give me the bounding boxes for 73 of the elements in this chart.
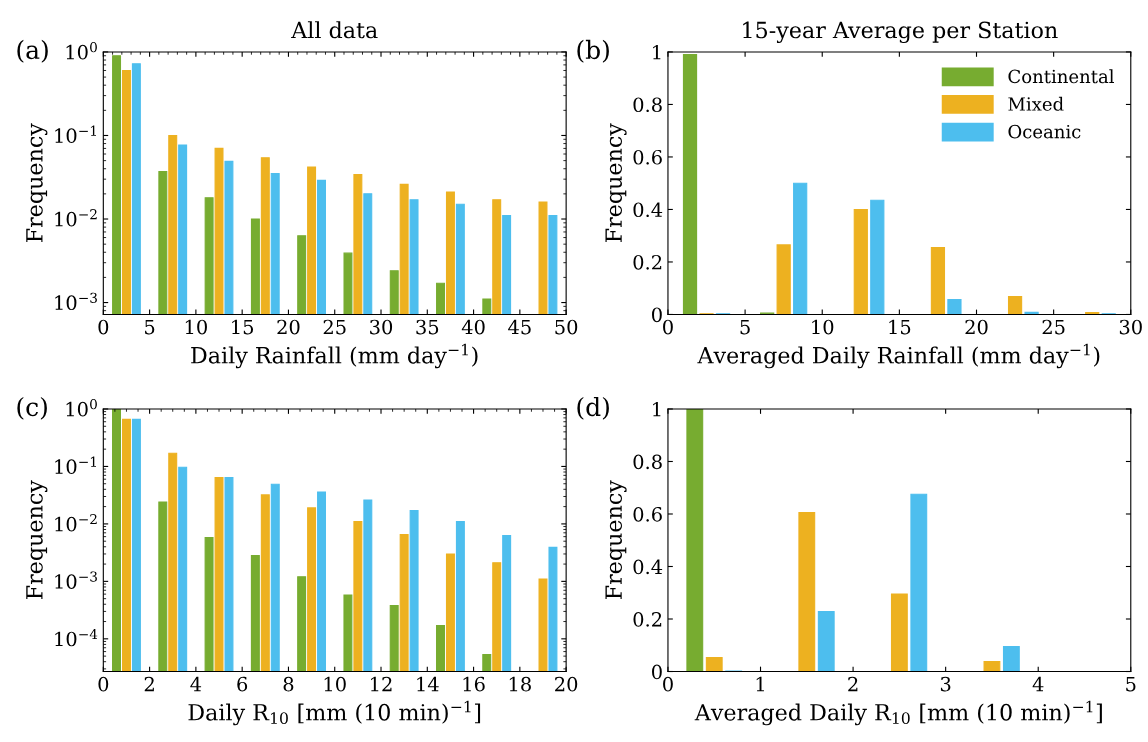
x-tick-label: 2: [848, 676, 858, 692]
x-tick-label: 50: [555, 319, 578, 335]
text: (a): [17, 39, 48, 63]
x-axis-title: Averaged Daily R$_{10}$ [mm (10 min)$^{−1}$]: [694, 700, 1102, 726]
x-tick-label: 4: [190, 676, 202, 692]
x-tick-label: 0: [663, 676, 673, 692]
y-tick-label: 0.8: [633, 454, 662, 470]
legend-label: Oceanic: [1008, 124, 1081, 139]
x-tick-label: 10: [812, 319, 834, 335]
y-axis-title: Frequency: [605, 480, 627, 600]
x-tick-label: 10: [185, 319, 207, 335]
y-tick-label: 0.4: [633, 202, 663, 218]
chart-title: All data: [291, 21, 378, 39]
x-tick-label: 35: [416, 319, 439, 335]
x-tick-label: 4: [1032, 676, 1044, 692]
text: (c): [17, 396, 47, 420]
x-tick-label: 45: [508, 319, 531, 335]
x-tick-label: 3: [940, 676, 951, 692]
y-tick-label: 0.2: [633, 254, 662, 270]
y-tick-label: 1: [653, 44, 661, 60]
x-tick-label: 18: [509, 676, 531, 692]
y-tick-label: 0.6: [633, 149, 662, 165]
x-tick-label: 8: [283, 676, 294, 692]
y-tick-label: 0.8: [633, 97, 662, 113]
legend-label: Continental: [1008, 69, 1114, 84]
y-tick-label: 10$^{−2}$: [55, 513, 97, 532]
y-tick-label: 10$^{−1}$: [55, 456, 97, 474]
x-tick-label: 15: [232, 319, 254, 335]
y-tick-label: 0.4: [633, 559, 663, 575]
x-tick-label: 0: [98, 676, 109, 692]
x-tick-label: 14: [417, 676, 439, 692]
y-tick-label: 0.6: [633, 506, 662, 522]
x-tick-label: 5: [1126, 676, 1136, 692]
y-tick-label: 0: [652, 664, 662, 680]
x-axis-title: Daily R$_{10}$ [mm (10 min)$^{−1}$]: [188, 700, 481, 726]
y-tick-label: 10$^{−3}$: [55, 292, 97, 311]
y-tick-label: 10$^{0}$: [66, 42, 97, 60]
x-tick-label: 0: [98, 319, 109, 335]
x-axis-title: Averaged Daily Rainfall (mm day$^{−1}$): [697, 343, 1100, 369]
x-tick-label: 20: [277, 319, 300, 335]
x-axis-title: Daily Rainfall (mm day$^{−1}$): [191, 343, 478, 369]
x-tick-label: 15: [889, 319, 911, 335]
x-tick-label: 25: [323, 319, 346, 335]
x-tick-label: 6: [237, 676, 248, 692]
text: (b): [577, 39, 609, 63]
y-tick-label: 10$^{−4}$: [55, 628, 98, 647]
x-tick-label: 25: [1042, 319, 1065, 335]
y-tick-label: 10$^{0}$: [66, 399, 97, 417]
x-tick-label: 0: [663, 319, 673, 335]
y-tick-label: 1: [653, 401, 661, 417]
x-tick-label: 12: [371, 676, 392, 692]
y-tick-label: 10$^{−3}$: [55, 571, 97, 589]
x-tick-label: 30: [1119, 319, 1142, 335]
legend-label: Mixed: [1008, 96, 1064, 111]
y-axis-title: Frequency: [26, 123, 48, 243]
x-tick-label: 10: [324, 676, 346, 692]
x-tick-label: 5: [740, 319, 750, 335]
y-tick-label: 10$^{−2}$: [55, 209, 97, 227]
x-tick-label: 1: [756, 676, 764, 692]
x-tick-label: 30: [370, 319, 393, 335]
text: (d): [577, 396, 609, 420]
x-tick-label: 16: [463, 676, 485, 692]
chart-title: 15-year Average per Station: [743, 21, 1058, 43]
x-tick-label: 2: [144, 676, 154, 692]
y-tick-label: 0: [652, 307, 662, 323]
y-axis-title: Frequency: [26, 480, 48, 600]
x-tick-label: 20: [965, 319, 988, 335]
y-axis-title: Frequency: [605, 123, 627, 243]
x-tick-label: 20: [555, 676, 578, 692]
x-tick-label: 5: [145, 319, 155, 335]
y-tick-label: 10$^{−1}$: [55, 125, 97, 143]
x-tick-label: 40: [461, 319, 485, 335]
y-tick-label: 0.2: [633, 611, 662, 627]
